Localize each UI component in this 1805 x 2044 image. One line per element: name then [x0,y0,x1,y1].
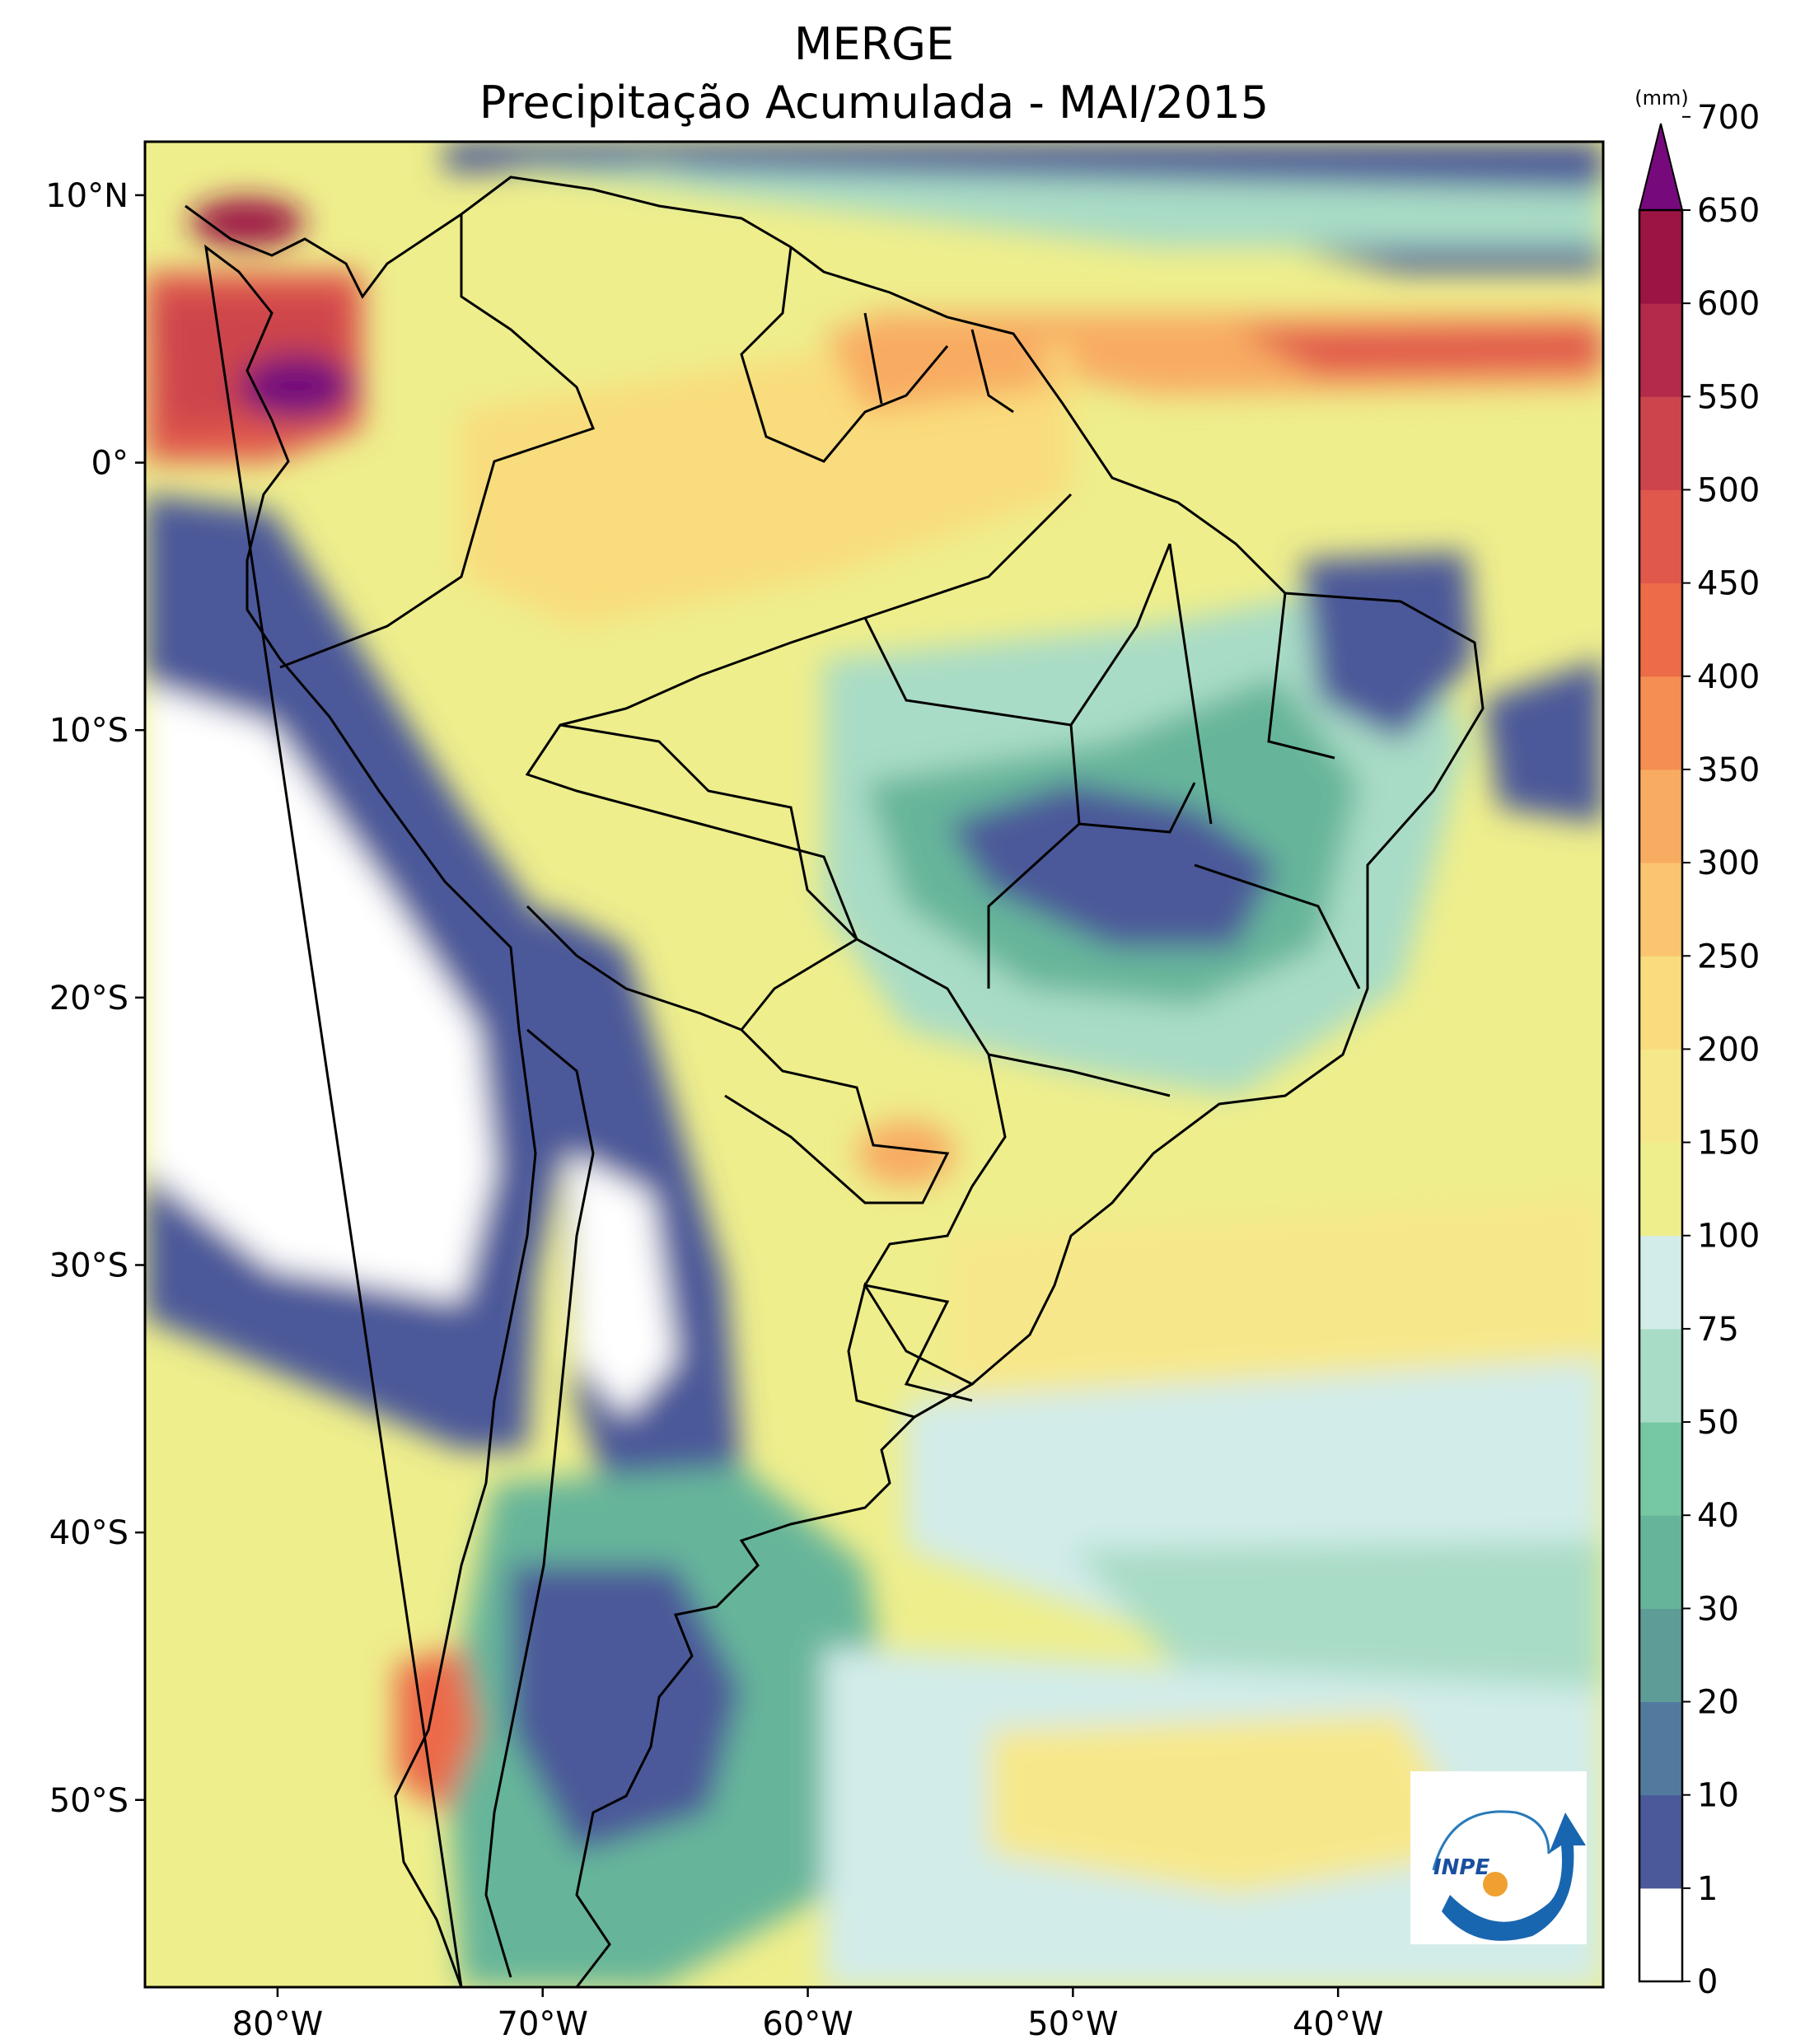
lon-tick-label: 70°W [498,2005,588,2043]
colorbar-segment [1639,1794,1682,1889]
colorbar-segment [1639,1049,1682,1144]
colorbar-label: 700 [1697,99,1760,137]
colorbar-segment [1639,1422,1682,1516]
colorbar-label: 400 [1697,658,1760,696]
colorbar-label: 50 [1697,1404,1739,1442]
colorbar-segment [1639,1887,1682,1982]
colorbar-extend-arrow [1638,123,1684,211]
lat-tick-label: 10°S [49,712,129,750]
plot-frame [143,140,1605,1989]
colorbar-segment [1639,582,1682,677]
colorbar-segment [1639,1235,1682,1330]
lat-tick-label: 20°S [49,980,129,1017]
logo-orbit-icon [1432,1810,1550,1871]
lat-tick-label: 40°S [49,1514,129,1552]
colorbar-label: 250 [1697,938,1760,975]
colorbar-segment [1639,1142,1682,1237]
colorbar-label: 600 [1697,285,1760,323]
colorbar: (mm) 0 1 10 20 30 40 50 75 100 150 200 250 300 350 400… [1634,87,1760,2001]
colorbar-label: 150 [1697,1125,1760,1162]
country-borders [185,175,1485,1987]
colorbar-label: 10 [1697,1777,1739,1815]
logo-background [1410,1771,1587,1944]
colorbar-label: 450 [1697,565,1760,603]
colorbar-segment [1639,1328,1682,1423]
colorbar-label: 75 [1697,1311,1739,1349]
brazil-border [525,493,1073,1402]
colorbar-label: 30 [1697,1590,1739,1628]
andes-border [484,1028,595,1978]
guianas-border [740,246,1014,463]
longitude-ticks: 80°W 70°W 60°W 50°W 40°W [232,1987,1383,2043]
colorbar-segment [1639,956,1682,1050]
colorbar-label: 1 [1697,1870,1718,1908]
colorbar-segment [1639,210,1682,304]
colorbar-segment [1639,303,1682,397]
lat-tick-label: 0° [91,445,129,483]
lat-tick-label: 30°S [49,1247,129,1284]
colorbar-frame [1638,208,1684,1983]
inpe-logo: INPE [1410,1771,1587,1944]
colorbar-label: 300 [1697,844,1760,882]
logo-sun-icon [1483,1872,1508,1897]
colorbar-segment [1639,396,1682,490]
precipitation-field [145,142,1603,1987]
colorbar-label: 0 [1697,1963,1718,2001]
colorbar-label: 200 [1697,1031,1760,1069]
logo-arrow-icon [1442,1812,1586,1941]
colorbar-segment [1639,489,1682,584]
map-subtitle: Precipitação Acumulada - MAI/2015 [479,77,1270,129]
colorbar-label: 40 [1697,1497,1739,1535]
colorbar-label: 100 [1697,1218,1760,1256]
lon-tick-label: 80°W [232,2005,323,2043]
paraguay-argentina-border [724,1028,950,1204]
lon-tick-label: 40°W [1293,2005,1383,2043]
colorbar-segment [1639,769,1682,863]
colorbar-label: 650 [1697,192,1760,230]
lon-tick-label: 50°W [1027,2005,1118,2043]
colorbar-unit: (mm) [1634,87,1688,110]
colorbar-label: 550 [1697,378,1760,416]
colorbar-segment [1639,863,1682,957]
venezuela-colombia-border [279,214,595,669]
lon-tick-label: 60°W [762,2005,853,2043]
colorbar-label: 350 [1697,751,1760,789]
logo-text: INPE [1433,1855,1489,1880]
continent-outline [185,175,1485,1987]
uruguay-border [847,1282,975,1419]
colorbar-segment [1639,676,1682,770]
colorbar-segment [1639,1608,1682,1703]
colorbar-label: 500 [1697,471,1760,509]
brazil-states [863,543,1361,1097]
colorbar-segment [1639,1515,1682,1609]
latitude-ticks: 10°N 0° 10°S 20°S 30°S 40°S 50°S [45,177,145,1820]
lat-tick-label: 10°N [45,177,129,215]
map-title: MERGE [793,18,955,70]
lat-tick-label: 50°S [49,1782,129,1820]
colorbar-segment [1639,1701,1682,1796]
colorbar-label: 20 [1697,1684,1739,1722]
bolivia-border [526,723,859,1031]
